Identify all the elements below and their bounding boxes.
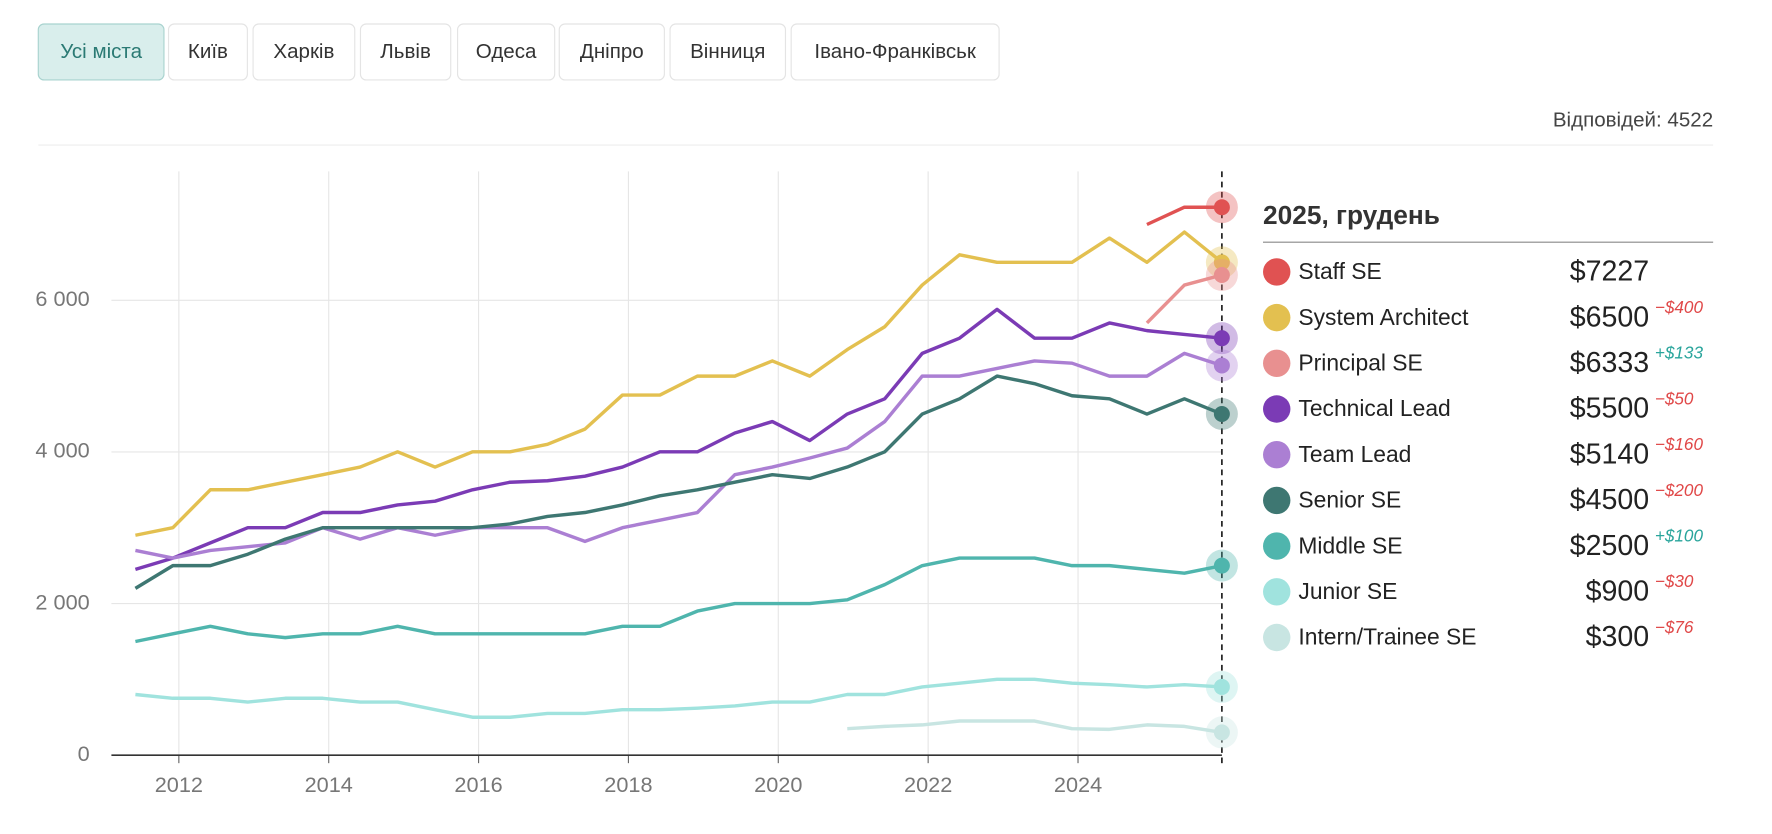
end-dot (1213, 724, 1230, 741)
legend-swatch[interactable] (1263, 578, 1291, 606)
city-tab-label[interactable]: Харків (273, 40, 334, 63)
latest-value: $900 (1586, 575, 1650, 607)
legend-label[interactable]: Staff SE (1298, 258, 1381, 284)
responses: Відповідей: 4522 (1553, 109, 1713, 132)
city-tab-label[interactable]: Львів (380, 40, 431, 63)
latest-value: $6333 (1570, 347, 1649, 379)
series-line (134, 307, 1223, 572)
x-tick-label: 2014 (305, 772, 353, 797)
series-line (847, 719, 1223, 735)
latest-value: $4500 (1570, 484, 1649, 516)
x-tick-label: 2012 (155, 772, 203, 797)
latest-value: $2500 (1570, 530, 1649, 562)
legend-label[interactable]: Senior SE (1298, 487, 1401, 513)
legend-label[interactable]: Team Lead (1298, 441, 1411, 467)
latest-value: $300 (1586, 621, 1650, 653)
city-tab[interactable] (558, 23, 665, 81)
end-dot (1213, 330, 1230, 347)
legend-label[interactable]: System Architect (1298, 304, 1469, 330)
city-tab-label[interactable]: Дніпро (580, 40, 644, 63)
city-tab-label[interactable]: Івано-Франківськ (814, 40, 976, 63)
legend-swatch[interactable] (1263, 532, 1291, 560)
change-value: −$400 (1655, 297, 1704, 317)
city-tab-label[interactable]: Одеса (476, 40, 537, 63)
legend-label[interactable]: Technical Lead (1298, 395, 1450, 421)
legend-swatch[interactable] (1263, 486, 1291, 515)
city-tab[interactable] (167, 23, 248, 81)
city-tab[interactable] (457, 23, 556, 81)
end-dot (1213, 254, 1230, 271)
change-value: −$200 (1655, 480, 1704, 500)
series-line (135, 230, 1223, 537)
end-dot (1213, 678, 1230, 695)
x-tick-label: 2022 (904, 772, 952, 797)
legend-label[interactable]: Middle SE (1298, 532, 1402, 558)
y-tick-label: 2 000 (35, 589, 89, 614)
legend-swatch[interactable] (1263, 349, 1291, 378)
y-tick-label: 4 000 (35, 438, 89, 463)
x-tick-label: 2024 (1054, 772, 1102, 797)
legend-swatch[interactable] (1263, 303, 1291, 332)
city-tab[interactable] (359, 23, 452, 81)
change-value: −$30 (1655, 571, 1694, 591)
legend-label[interactable]: Principal SE (1298, 349, 1422, 375)
end-dot (1213, 357, 1230, 374)
change-value: −$160 (1655, 434, 1704, 454)
x-tick-label: 2016 (454, 772, 502, 797)
city-tab[interactable] (37, 23, 165, 81)
end-dot (1213, 405, 1230, 422)
series-line (135, 556, 1223, 644)
latest-value: $6500 (1570, 301, 1649, 333)
latest-value: $5140 (1570, 438, 1649, 470)
change-value: +$100 (1655, 525, 1704, 545)
city-tab-label[interactable]: Київ (188, 40, 228, 63)
legend-swatch[interactable] (1263, 623, 1291, 652)
change-value: +$133 (1655, 343, 1704, 363)
city-tab-label[interactable]: Усі міста (60, 40, 142, 63)
y-tick-label: 0 (78, 741, 90, 766)
end-dot (1213, 199, 1230, 216)
change-value: −$76 (1655, 617, 1694, 637)
series-line (135, 677, 1222, 719)
y-tick-label: 6 000 (35, 286, 89, 311)
legend-label[interactable]: Junior SE (1298, 578, 1397, 604)
change-value: −$50 (1655, 388, 1694, 408)
legend-label[interactable]: Intern/Trainee SE (1298, 624, 1476, 650)
legend-swatch[interactable] (1263, 395, 1291, 423)
city-tab[interactable] (790, 23, 1000, 81)
latest-value: $7227 (1570, 256, 1649, 288)
city-tab[interactable] (669, 23, 787, 81)
city-tab-label[interactable]: Вінниця (690, 40, 765, 63)
x-tick-label: 2018 (604, 772, 652, 797)
series-line (1146, 205, 1222, 227)
x-tick-label: 2020 (754, 772, 802, 797)
series-line (1145, 273, 1223, 325)
series-line (134, 374, 1223, 590)
city-tab[interactable] (252, 23, 356, 81)
latest-value: $5500 (1570, 393, 1649, 425)
legend-swatch[interactable] (1263, 440, 1291, 469)
end-dot (1213, 267, 1230, 284)
legend-title: 2025, грудень (1263, 200, 1440, 230)
end-dot (1213, 557, 1230, 574)
legend-swatch[interactable] (1263, 258, 1291, 286)
